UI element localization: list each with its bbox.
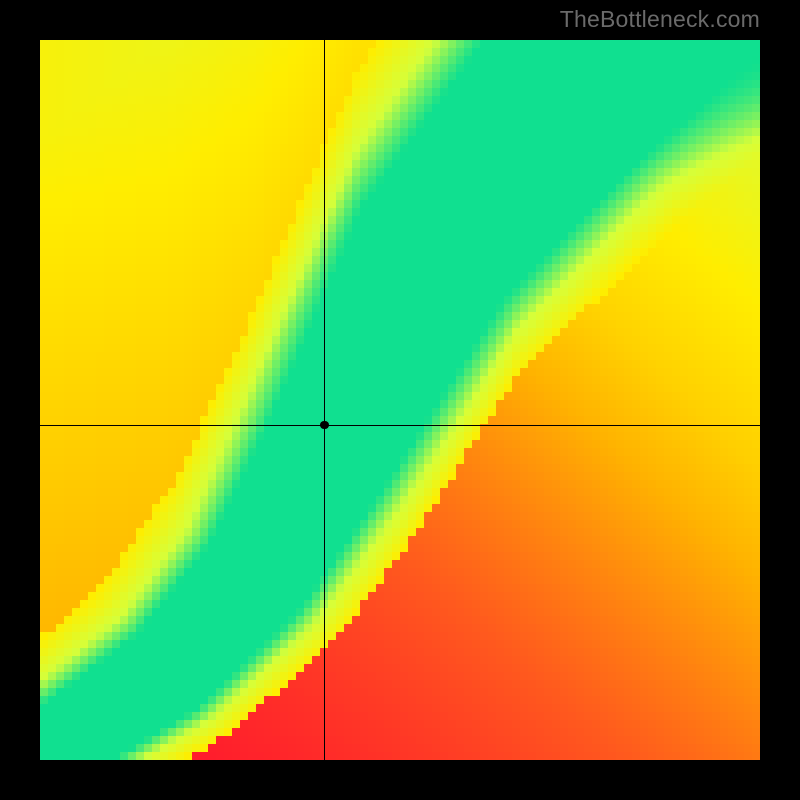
crosshair-marker	[320, 421, 328, 429]
outer-frame: TheBottleneck.com	[0, 0, 800, 800]
crosshair-vertical	[324, 40, 325, 760]
crosshair-horizontal	[40, 425, 760, 426]
watermark-text: TheBottleneck.com	[560, 6, 760, 33]
bottleneck-heatmap	[40, 40, 760, 760]
